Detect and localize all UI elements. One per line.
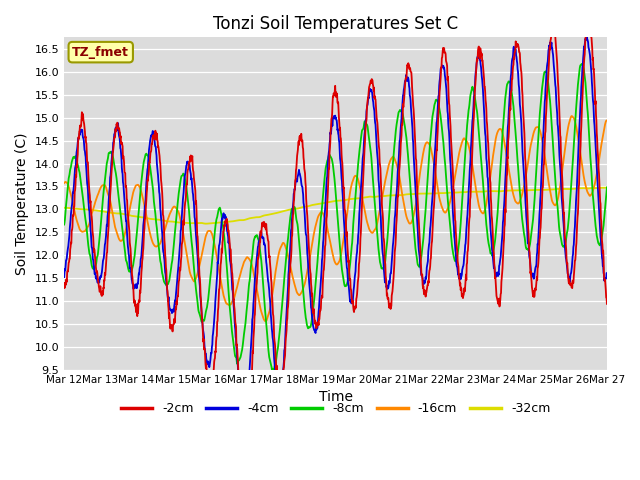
- -2cm: [556, 100, 563, 106]
- -16cm: [603, 118, 611, 123]
- -4cm: [60, 274, 68, 280]
- -4cm: [509, 56, 516, 62]
- -8cm: [274, 348, 282, 353]
- -32cm: [180, 220, 188, 226]
- -16cm: [180, 236, 188, 241]
- -8cm: [270, 367, 278, 373]
- -16cm: [287, 265, 294, 271]
- -4cm: [180, 182, 188, 188]
- Line: -8cm: -8cm: [64, 64, 607, 370]
- Line: -16cm: -16cm: [64, 116, 607, 321]
- -4cm: [274, 384, 282, 390]
- Y-axis label: Soil Temperature (C): Soil Temperature (C): [15, 132, 29, 275]
- Legend: -2cm, -4cm, -8cm, -16cm, -32cm: -2cm, -4cm, -8cm, -16cm, -32cm: [116, 397, 556, 420]
- -32cm: [603, 185, 611, 191]
- -32cm: [509, 188, 516, 193]
- -8cm: [603, 184, 611, 190]
- -2cm: [603, 301, 611, 307]
- -8cm: [509, 94, 516, 100]
- -4cm: [419, 279, 427, 285]
- -2cm: [274, 376, 282, 382]
- -16cm: [60, 180, 68, 186]
- -32cm: [287, 206, 294, 212]
- -32cm: [556, 186, 563, 192]
- Line: -4cm: -4cm: [64, 36, 607, 418]
- -8cm: [60, 222, 68, 228]
- Text: TZ_fmet: TZ_fmet: [72, 46, 129, 59]
- -2cm: [180, 217, 188, 223]
- -2cm: [241, 441, 248, 446]
- -2cm: [586, 12, 593, 18]
- -4cm: [287, 236, 294, 241]
- -8cm: [578, 61, 586, 67]
- -8cm: [556, 224, 563, 229]
- -2cm: [419, 285, 427, 291]
- -2cm: [60, 280, 68, 286]
- -4cm: [242, 415, 250, 421]
- -16cm: [419, 151, 427, 157]
- -8cm: [180, 173, 188, 179]
- X-axis label: Time: Time: [319, 390, 353, 405]
- -8cm: [287, 212, 294, 217]
- -32cm: [60, 205, 68, 211]
- -32cm: [202, 221, 210, 227]
- Line: -2cm: -2cm: [64, 15, 607, 444]
- -4cm: [603, 270, 611, 276]
- -32cm: [274, 210, 282, 216]
- -2cm: [509, 76, 516, 82]
- Title: Tonzi Soil Temperatures Set C: Tonzi Soil Temperatures Set C: [213, 15, 458, 33]
- -16cm: [262, 318, 269, 324]
- -16cm: [274, 257, 282, 263]
- -4cm: [583, 33, 591, 39]
- -8cm: [419, 240, 427, 246]
- Line: -32cm: -32cm: [64, 188, 607, 224]
- -2cm: [287, 259, 294, 264]
- -16cm: [568, 113, 576, 119]
- -16cm: [556, 190, 563, 196]
- -4cm: [556, 145, 563, 151]
- -16cm: [509, 187, 516, 193]
- -32cm: [419, 191, 427, 196]
